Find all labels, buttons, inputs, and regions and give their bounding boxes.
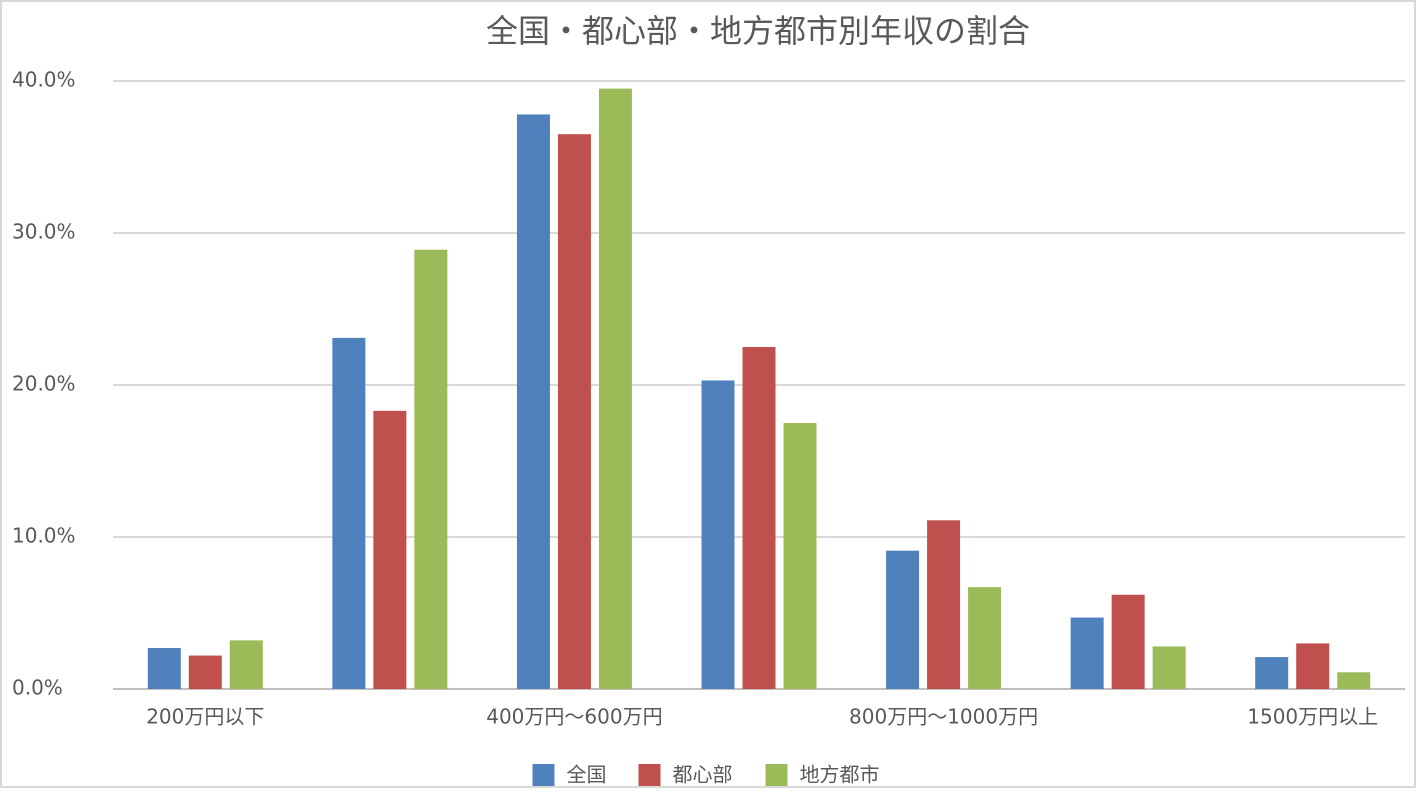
legend-swatch [532,764,555,786]
bar [557,134,591,689]
legend-label: 都心部 [673,763,733,787]
y-tick-label: 10.0% [12,524,76,548]
bar [332,337,366,689]
bar [1255,657,1289,689]
bar [516,114,550,689]
bar [598,88,632,690]
bar [1111,594,1145,689]
x-tick-label: 400万円〜600万円 [486,705,662,729]
legend-swatch [765,764,788,786]
bar [373,410,407,689]
bar [886,550,920,689]
bar [147,647,181,689]
x-tick-label: 800万円〜1000万円 [849,705,1038,729]
bar [1296,643,1330,689]
bar [414,249,448,689]
bar [1070,617,1104,689]
legend-label: 地方都市 [800,763,880,787]
bar [968,587,1002,689]
bar [701,380,735,689]
y-tick-label: 30.0% [12,220,76,244]
x-tick-label: 1500万円以上 [1247,705,1378,729]
x-tick-label: 200万円以下 [146,705,264,729]
bar [1152,646,1186,689]
y-tick-label: 40.0% [12,68,76,92]
legend-label: 全国 [567,763,607,787]
bar [927,520,961,689]
legend-swatch [638,764,661,786]
bar [229,640,263,689]
y-tick-label: 0.0% [12,676,63,700]
chart-title: 全国・都心部・地方都市別年収の割合 [486,12,1030,50]
bar [742,347,776,689]
bar [1337,672,1371,689]
y-tick-label: 20.0% [12,372,76,396]
bar [783,423,817,689]
bar [188,655,222,689]
